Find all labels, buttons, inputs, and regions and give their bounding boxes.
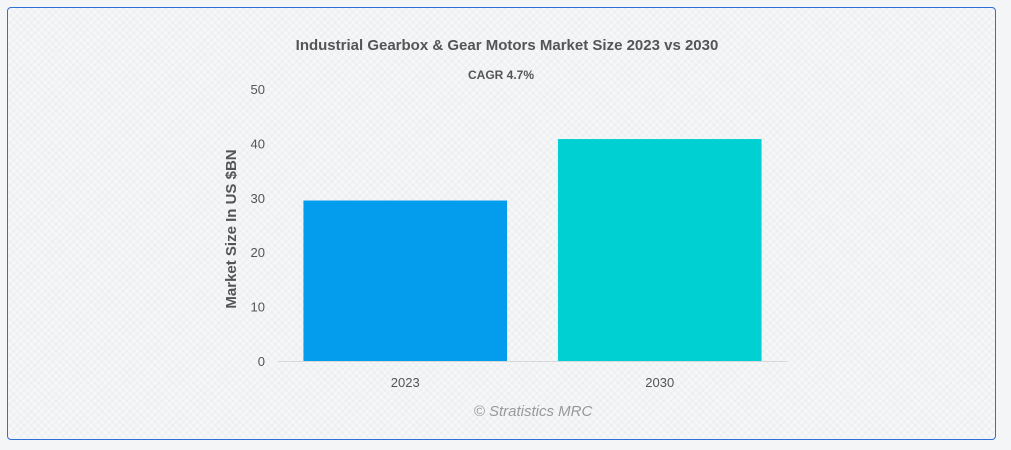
y-tick-label: 0 (258, 354, 265, 369)
y-tick-label: 10 (251, 300, 265, 315)
y-tick-label: 30 (251, 191, 265, 206)
credit-watermark: © Stratistics MRC (474, 403, 593, 420)
chart-subtitle: CAGR 4.7% (468, 68, 534, 82)
x-axis-ticks: 2023 2030 (391, 375, 674, 390)
x-tick-label: 2030 (645, 375, 674, 390)
bar-2023 (303, 200, 508, 361)
chart-card: Industrial Gearbox & Gear Motors Market … (7, 7, 996, 440)
y-axis-label: Market Size In US $BN (223, 149, 240, 308)
bar-2030 (557, 139, 762, 361)
chart-svg: Industrial Gearbox & Gear Motors Market … (223, 37, 787, 420)
chart-title: Industrial Gearbox & Gear Motors Market … (296, 37, 719, 54)
bars-group (303, 139, 762, 361)
x-tick-label: 2023 (391, 375, 420, 390)
y-tick-label: 50 (251, 82, 265, 97)
y-axis-ticks: 0 10 20 30 40 50 (251, 82, 265, 369)
y-tick-label: 20 (251, 245, 265, 260)
y-tick-label: 40 (251, 136, 265, 151)
